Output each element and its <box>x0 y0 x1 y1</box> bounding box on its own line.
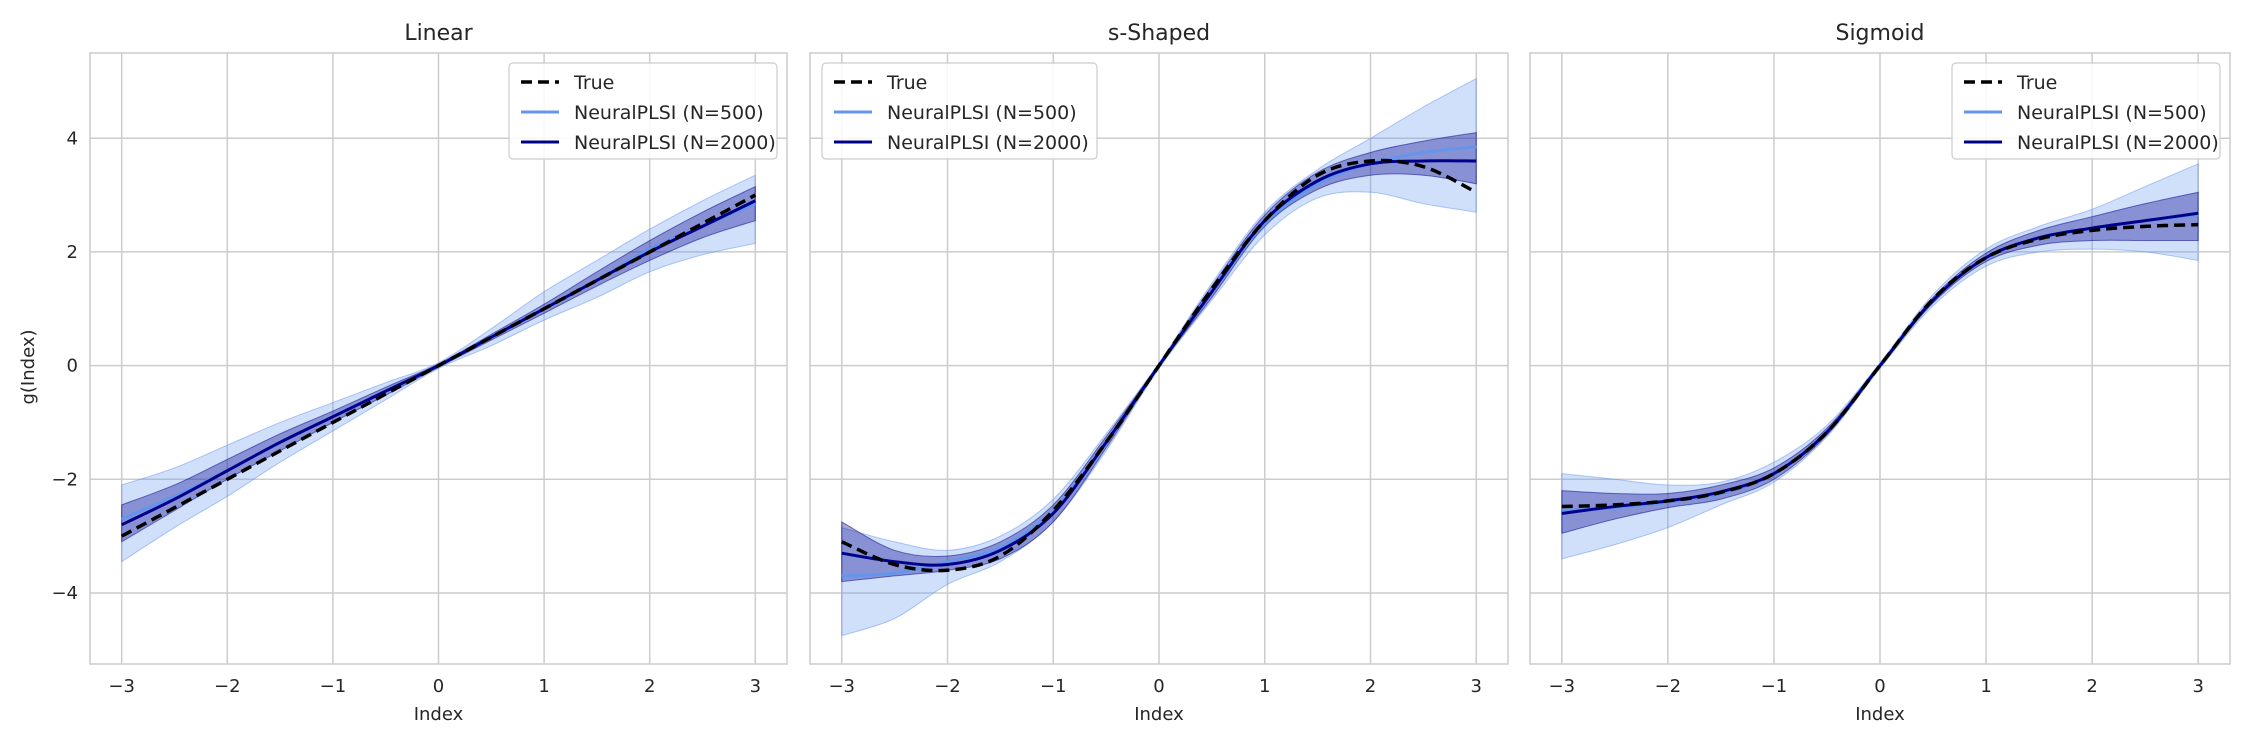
x-tick-label: −1 <box>1761 676 1788 697</box>
x-tick-label: −3 <box>828 676 855 697</box>
series-line-true <box>1561 222 2199 509</box>
axes-frame <box>89 52 788 665</box>
series-line-true <box>841 158 1478 573</box>
panels: −3 −2 −1 0 1 2 3 −4 −2 0 2 4 Linear Index True NeuralPL… <box>51 21 2231 725</box>
y-axis-label: g(Index) <box>18 329 39 404</box>
y-tick-label: −2 <box>51 469 78 490</box>
x-tick-label: −3 <box>108 676 135 697</box>
x-tick-label: 1 <box>1259 676 1270 697</box>
panel-title: Linear <box>404 21 473 46</box>
band-n2000 <box>841 131 1477 583</box>
legend-label: NeuralPLSI (N=500) <box>887 102 1077 124</box>
y-tick-label: 0 <box>67 356 78 377</box>
legend-label: NeuralPLSI (N=2000) <box>2017 132 2219 154</box>
band-n500 <box>1561 163 2199 560</box>
x-tick-label: 1 <box>1980 676 1991 697</box>
x-tick-label: 2 <box>2086 676 2097 697</box>
x-tick-label: −2 <box>934 676 961 697</box>
x-tick-label: −1 <box>320 676 347 697</box>
x-tick-label: 3 <box>2192 676 2203 697</box>
x-axis-label: Index <box>414 704 464 725</box>
x-tick-label: 0 <box>1874 676 1885 697</box>
legend-label: NeuralPLSI (N=500) <box>574 102 764 124</box>
panel-s-shaped: −3 −2 −1 0 1 2 3 s-Shaped Index True NeuralPLSI (N… <box>809 21 1509 725</box>
legend-label: True <box>2016 72 2057 94</box>
x-tick-label: 0 <box>433 676 444 697</box>
grid <box>1530 53 2230 664</box>
x-tick-label: −2 <box>214 676 241 697</box>
panel-linear: −3 −2 −1 0 1 2 3 −4 −2 0 2 4 Linear Index True NeuralPL… <box>51 21 788 725</box>
x-tick-label: 0 <box>1153 676 1164 697</box>
x-axis-label: Index <box>1134 704 1184 725</box>
legend: True NeuralPLSI (N=500) NeuralPLSI (N=2000… <box>821 62 1098 160</box>
x-tick-label: −1 <box>1040 676 1067 697</box>
legend-label: NeuralPLSI (N=2000) <box>574 132 776 154</box>
panel-sigmoid: −3 −2 −1 0 1 2 3 Sigmoid Index True NeuralPLSI (N=… <box>1529 21 2231 725</box>
legend: True NeuralPLSI (N=500) NeuralPLSI (N=2000… <box>1951 62 2221 160</box>
x-tick-label: −2 <box>1655 676 1682 697</box>
axes-frame <box>809 52 1509 665</box>
legend-label: True <box>573 72 614 94</box>
legend-box <box>1951 62 2221 160</box>
legend-label: True <box>886 72 927 94</box>
y-tick-label: 4 <box>67 128 78 149</box>
legend-box <box>508 62 778 160</box>
x-tick-label: 3 <box>750 676 761 697</box>
x-tick-label: −3 <box>1549 676 1576 697</box>
legend: True NeuralPLSI (N=500) NeuralPLSI (N=2000… <box>508 62 778 160</box>
y-tick-label: 2 <box>67 242 78 263</box>
panel-title: s-Shaped <box>1108 21 1210 46</box>
legend-label: NeuralPLSI (N=500) <box>2017 102 2207 124</box>
x-tick-label: 2 <box>644 676 655 697</box>
y-tick-label: −4 <box>51 583 78 604</box>
x-tick-label: 1 <box>538 676 549 697</box>
legend-box <box>821 62 1098 160</box>
x-axis-label: Index <box>1855 704 1905 725</box>
legend-label: NeuralPLSI (N=2000) <box>887 132 1089 154</box>
series-line-true <box>120 193 757 538</box>
x-tick-label: 2 <box>1365 676 1376 697</box>
axes-frame <box>1529 52 2231 665</box>
panel-title: Sigmoid <box>1835 21 1924 46</box>
x-tick-label: 3 <box>1471 676 1482 697</box>
band-n2000 <box>1561 191 2199 534</box>
